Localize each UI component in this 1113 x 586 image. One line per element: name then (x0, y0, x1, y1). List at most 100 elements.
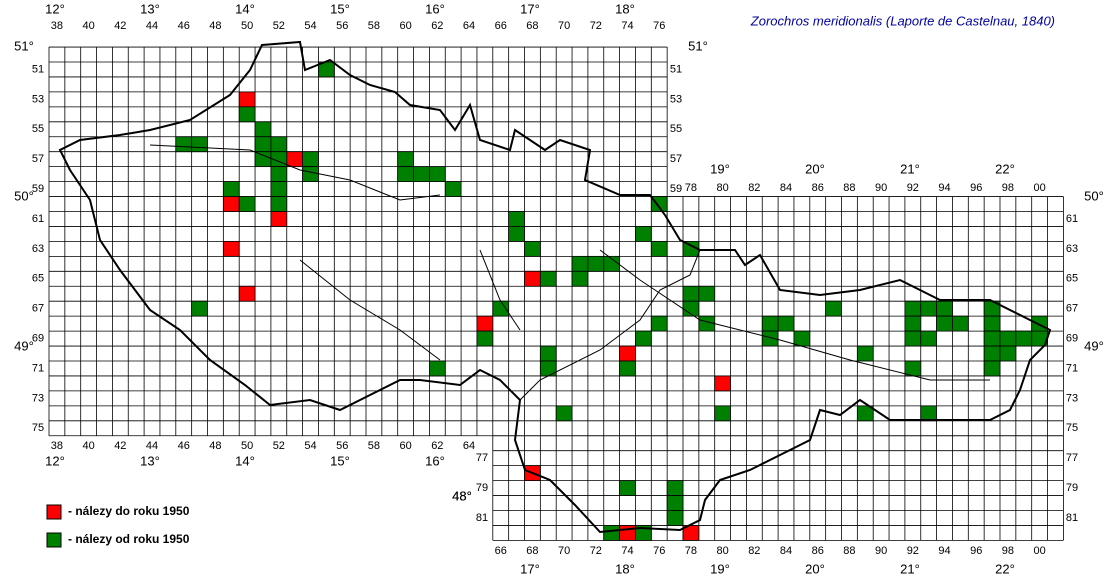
record-cell (397, 151, 414, 168)
longitude-label: 17° (520, 1, 540, 16)
record-cell (222, 196, 240, 212)
column-label: 78 (685, 545, 697, 557)
row-label: 77 (476, 452, 488, 464)
record-cell (444, 181, 462, 197)
latitude-label: 51° (14, 38, 34, 53)
record-cell (571, 255, 589, 272)
column-label: 56 (336, 20, 348, 32)
column-label: 90 (875, 182, 887, 194)
longitude-label: 15° (330, 1, 350, 16)
column-label: 42 (114, 440, 126, 452)
column-label: 82 (748, 182, 760, 194)
column-label: 94 (938, 545, 950, 557)
column-label: 58 (368, 440, 380, 452)
record-cell (571, 270, 589, 287)
row-label: 55 (32, 123, 44, 135)
record-cell (428, 166, 446, 182)
record-cell (238, 285, 256, 302)
column-label: 40 (83, 440, 95, 452)
row-label: 53 (32, 93, 44, 105)
column-label: 48 (209, 20, 221, 32)
column-label: 46 (178, 440, 190, 452)
column-label: 62 (431, 20, 443, 32)
record-cell (587, 255, 605, 272)
column-label: 48 (209, 440, 221, 452)
record-cell (983, 330, 1001, 347)
record-cell (666, 480, 684, 496)
record-cell (539, 345, 557, 362)
record-cell (524, 270, 541, 287)
record-cell (238, 106, 256, 123)
column-label: 66 (495, 545, 507, 557)
longitude-label: 19° (710, 161, 730, 176)
record-cell (539, 360, 557, 377)
record-cell (793, 330, 811, 347)
column-label: 94 (938, 182, 950, 194)
record-cell (619, 480, 636, 496)
row-label: 69 (32, 332, 44, 344)
record-cell (254, 121, 272, 138)
longitude-label: 16° (425, 1, 445, 16)
record-cell (222, 240, 240, 257)
record-cell (635, 226, 652, 242)
record-cell (254, 151, 272, 168)
record-cell (983, 315, 1001, 332)
record-cell (714, 375, 731, 392)
column-label: 92 (907, 545, 919, 557)
row-label: 51 (670, 63, 682, 75)
longitude-label: 12° (45, 1, 65, 16)
column-label: 40 (83, 20, 95, 32)
column-label: 42 (114, 20, 126, 32)
row-label: 63 (32, 243, 44, 255)
record-cell (682, 285, 700, 302)
column-label: 60 (400, 440, 412, 452)
row-label: 61 (32, 213, 44, 225)
record-cell (619, 360, 636, 377)
record-cell (635, 330, 652, 347)
column-label: 78 (685, 182, 697, 194)
row-label: 53 (670, 93, 682, 105)
record-cell (904, 315, 922, 332)
column-label: 64 (463, 440, 475, 452)
column-label: 76 (653, 20, 665, 32)
record-cell (539, 270, 557, 287)
column-label: 44 (146, 20, 158, 32)
column-label: 88 (843, 545, 855, 557)
longitude-label: 21° (900, 561, 920, 576)
longitude-label: 18° (615, 561, 635, 576)
column-label: 38 (51, 440, 63, 452)
record-cell (983, 360, 1001, 377)
record-cell (555, 405, 573, 422)
column-label: 98 (1002, 182, 1014, 194)
row-label: 69 (1066, 332, 1078, 344)
row-label: 81 (476, 512, 488, 524)
record-cell (508, 226, 525, 242)
record-cell (904, 300, 922, 317)
column-label: 74 (621, 20, 633, 32)
longitude-label: 14° (235, 1, 255, 16)
record-cell (413, 166, 430, 182)
column-label: 50 (241, 20, 253, 32)
record-cell (983, 345, 1001, 362)
record-cell (508, 211, 525, 227)
row-label: 73 (32, 392, 44, 404)
row-label: 67 (32, 303, 44, 315)
column-label: 98 (1002, 545, 1014, 557)
record-cell (920, 300, 938, 317)
column-label: 86 (812, 182, 824, 194)
column-label: 88 (843, 182, 855, 194)
longitude-label: 18° (615, 1, 635, 16)
latitude-label: 48° (452, 488, 472, 503)
title: Zorochros meridionalis (Laporte de Caste… (750, 13, 1055, 28)
row-label: 73 (1066, 392, 1078, 404)
row-label: 77 (1066, 452, 1078, 464)
record-cell (666, 495, 684, 511)
latitude-label: 50° (1084, 188, 1104, 203)
longitude-label: 22° (995, 161, 1015, 176)
record-cell (856, 405, 874, 422)
record-cell (825, 300, 842, 317)
row-label: 59 (32, 183, 44, 195)
record-cell (270, 166, 288, 182)
record-cell (666, 510, 684, 526)
row-label: 57 (670, 153, 682, 165)
